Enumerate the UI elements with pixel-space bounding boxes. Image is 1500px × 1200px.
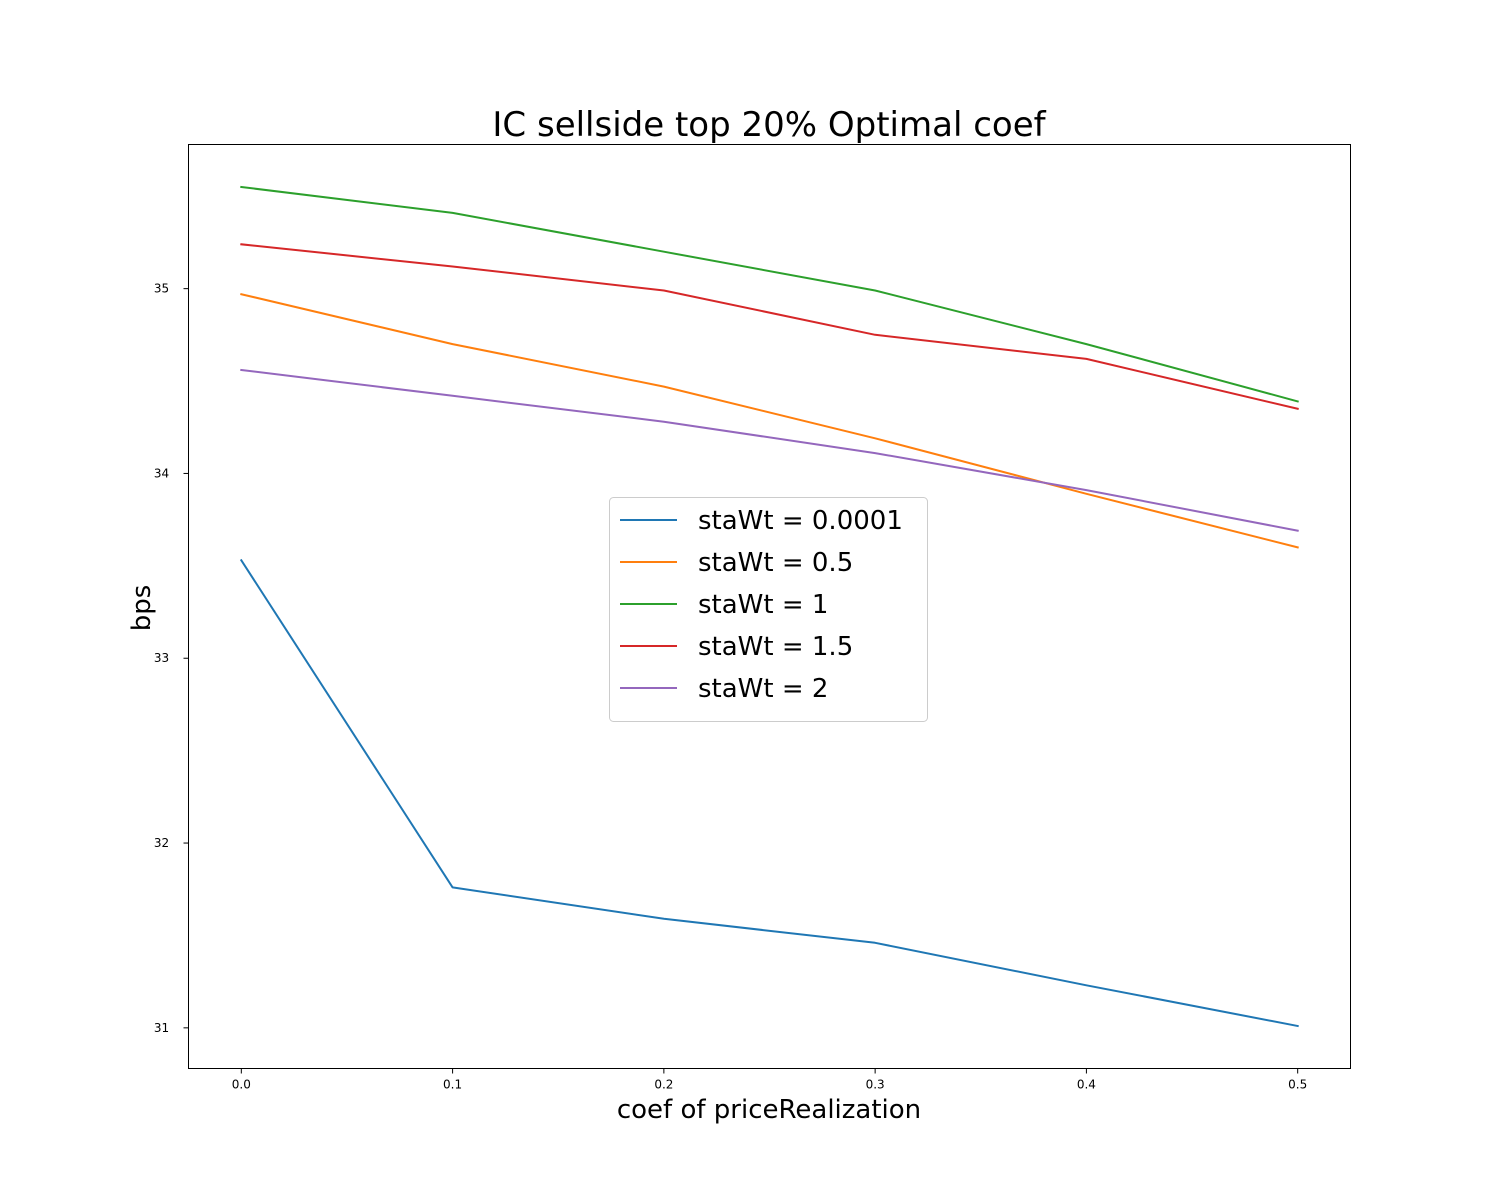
x-tick-label: 0.1 bbox=[443, 1078, 462, 1092]
x-axis-label: coef of priceRealization bbox=[617, 1095, 921, 1125]
legend-label-1: staWt = 0.5 bbox=[698, 548, 853, 578]
series-line-3 bbox=[240, 243, 1299, 411]
legend-box bbox=[609, 497, 928, 722]
plot-area bbox=[239, 185, 1299, 1028]
chart-title: IC sellside top 20% Optimal coef bbox=[492, 105, 1046, 145]
plot-frame bbox=[188, 144, 1351, 1069]
series-line-1 bbox=[240, 292, 1299, 549]
x-tick-label: 0.3 bbox=[866, 1078, 885, 1092]
x-tick-label: 0.0 bbox=[232, 1078, 251, 1092]
legend-label-2: staWt = 1 bbox=[698, 590, 828, 620]
series-line-2 bbox=[240, 185, 1299, 403]
y-tick-label: 34 bbox=[154, 466, 169, 480]
y-axis: 31 32 33 34 35 bbox=[154, 282, 189, 1035]
legend-label-0: staWt = 0.0001 bbox=[698, 506, 903, 536]
legend-label-4: staWt = 2 bbox=[698, 674, 828, 704]
y-tick-label: 33 bbox=[154, 651, 169, 665]
y-tick-label: 35 bbox=[154, 282, 169, 296]
x-tick-label: 0.5 bbox=[1288, 1078, 1307, 1092]
series-line-4 bbox=[240, 368, 1299, 532]
x-axis: 0.0 0.1 0.2 0.3 0.4 0.5 bbox=[232, 1068, 1307, 1092]
series-line-0 bbox=[239, 558, 1299, 1028]
x-tick-label: 0.2 bbox=[654, 1078, 673, 1092]
x-tick-label: 0.4 bbox=[1077, 1078, 1096, 1092]
y-axis-label: bps bbox=[127, 585, 157, 632]
legend: staWt = 0.0001 staWt = 0.5 staWt = 1 staWt … bbox=[609, 497, 928, 722]
y-tick-label: 31 bbox=[154, 1021, 169, 1035]
y-tick-label: 32 bbox=[154, 836, 169, 850]
legend-label-3: staWt = 1.5 bbox=[698, 632, 853, 662]
